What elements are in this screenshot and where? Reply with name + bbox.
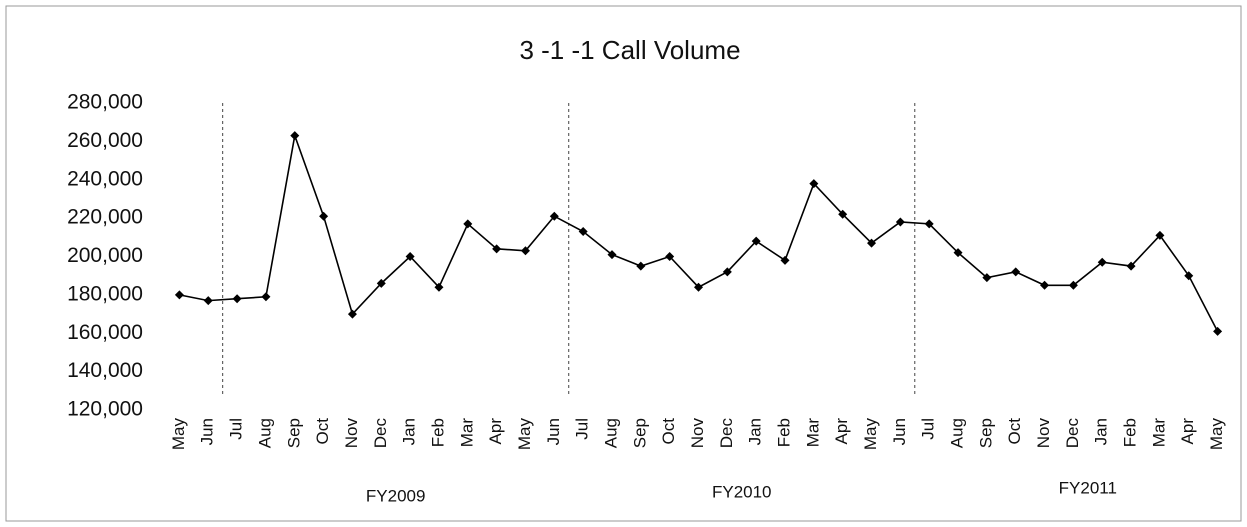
marker (520, 246, 530, 256)
marker (953, 248, 963, 258)
line (179, 132, 1219, 332)
x-tick-label: Nov (1034, 418, 1053, 449)
x-tick-label: May (515, 418, 534, 451)
x-tick-label: Aug (948, 418, 967, 448)
marker (924, 219, 934, 229)
x-tick-label: Dec (1063, 418, 1082, 449)
x-tick-label: Mar (803, 418, 822, 448)
marker (867, 238, 877, 248)
marker (895, 217, 905, 227)
x-tick-label: Sep (630, 418, 649, 448)
marker (232, 294, 242, 304)
y-tick-label: 240,000 (67, 167, 143, 190)
marker (694, 282, 703, 292)
marker (290, 131, 300, 141)
group-label: FY2009 (366, 486, 426, 505)
x-tick-label: May (169, 418, 188, 451)
marker (319, 211, 329, 221)
y-tick-label: 160,000 (67, 321, 143, 344)
x-tick-label: May (1207, 418, 1226, 451)
x-tick-label: Oct (313, 418, 332, 445)
x-tick-label: Feb (1121, 418, 1140, 447)
marker (203, 296, 213, 306)
x-tick-label: Jan (746, 418, 765, 445)
marker (1097, 257, 1107, 267)
marker (982, 273, 992, 283)
x-tick-label: Jan (400, 418, 419, 445)
marker (780, 255, 790, 265)
x-tick-label: Nov (342, 418, 361, 449)
marker (1040, 280, 1050, 290)
x-tick-label: Aug (601, 418, 620, 448)
x-tick-label: Sep (284, 418, 303, 448)
x-tick-label: Jul (227, 418, 246, 440)
x-tick-label: Dec (371, 418, 390, 449)
marker (1155, 230, 1165, 240)
x-tick-label: Dec (717, 418, 736, 449)
y-tick-label: 280,000 (67, 91, 143, 114)
marker (722, 267, 732, 277)
x-tick-label: Oct (1005, 418, 1024, 445)
x-tick-label: Jul (573, 418, 592, 440)
x-tick-label: Sep (976, 418, 995, 448)
x-tick-label: Apr (1178, 418, 1197, 445)
marker (549, 211, 559, 221)
marker (434, 282, 444, 292)
marker (261, 292, 271, 302)
marker (751, 236, 761, 246)
group-label: FY2011 (1059, 478, 1117, 497)
x-tick-label: Feb (428, 418, 447, 447)
x-tick-label: Nov (688, 418, 707, 449)
x-tick-label: May (861, 418, 880, 451)
marker (1184, 271, 1194, 281)
x-tick-label: Mar (1149, 418, 1168, 448)
marker (607, 250, 617, 260)
x-tick-label: Oct (659, 418, 678, 445)
chart-title: 3 -1 -1 Call Volume (519, 35, 740, 65)
chart-border (5, 5, 1242, 522)
marker (665, 252, 675, 261)
group-label: FY2010 (712, 482, 772, 501)
marker (636, 261, 646, 271)
marker (809, 179, 819, 189)
marker (1126, 261, 1136, 271)
marker (492, 244, 502, 254)
x-tick-label: Jun (198, 418, 217, 445)
marker (578, 227, 588, 237)
x-tick-label: Apr (832, 418, 851, 445)
x-tick-label: Jul (919, 418, 938, 440)
x-tick-label: Mar (457, 418, 476, 448)
marker (838, 209, 848, 219)
y-tick-label: 140,000 (67, 359, 143, 382)
marker (1068, 280, 1078, 290)
marker (1213, 326, 1223, 336)
marker (376, 278, 386, 288)
x-tick-label: Jun (544, 418, 563, 445)
marker (174, 290, 184, 300)
x-tick-label: Jan (1092, 418, 1111, 445)
marker (1011, 267, 1021, 277)
marker (463, 219, 473, 229)
x-tick-label: Aug (255, 418, 274, 448)
y-tick-label: 200,000 (67, 244, 143, 267)
x-tick-label: Feb (774, 418, 793, 447)
x-tick-label: Jun (890, 418, 909, 445)
y-tick-label: 120,000 (67, 398, 143, 421)
marker (405, 252, 415, 261)
y-tick-label: 180,000 (67, 282, 143, 305)
marker (347, 309, 357, 319)
y-tick-label: 260,000 (67, 129, 143, 152)
y-tick-label: 220,000 (67, 206, 143, 229)
x-tick-label: Apr (486, 418, 505, 445)
